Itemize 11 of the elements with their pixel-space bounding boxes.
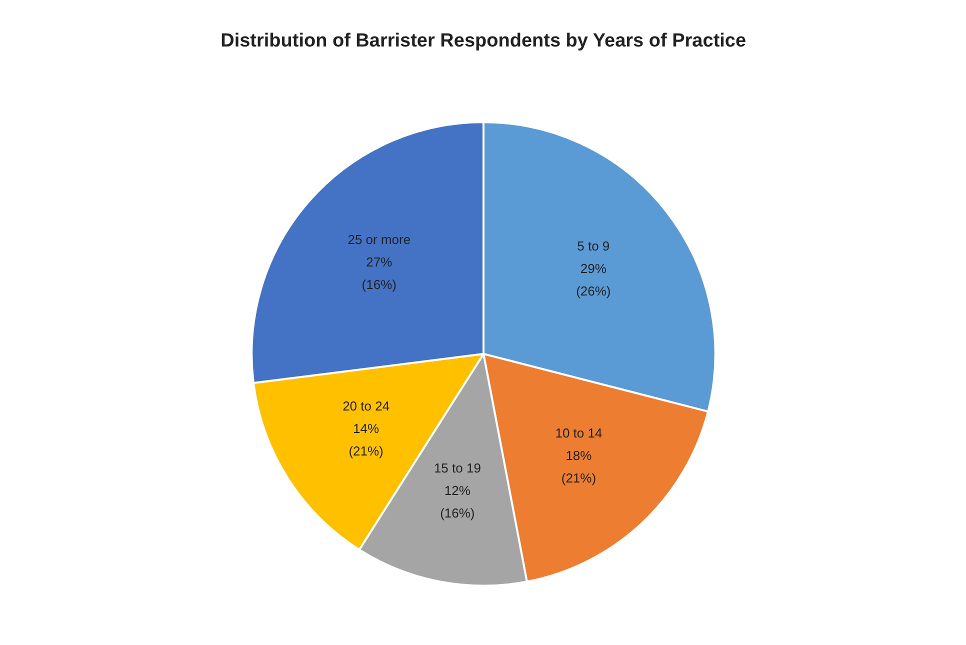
data-label: 12% (16%) [440,483,475,521]
chart-title: Distribution of Barrister Respondents by Years of Practice [220,30,746,52]
slice-label: 25 or more [348,232,411,247]
slice-label: 10 to 14 [555,425,602,440]
data-label: 14% (21%) [348,420,384,458]
data-label: 29% (26%) [576,261,611,299]
slice-label: 20 to 24 [342,398,390,414]
slice-label: 5 to 9 [577,238,610,254]
data-label: 18% (21%) [561,448,596,486]
data-label: 27% (16%) [362,254,397,292]
slice-label: 15 to 19 [434,460,481,476]
